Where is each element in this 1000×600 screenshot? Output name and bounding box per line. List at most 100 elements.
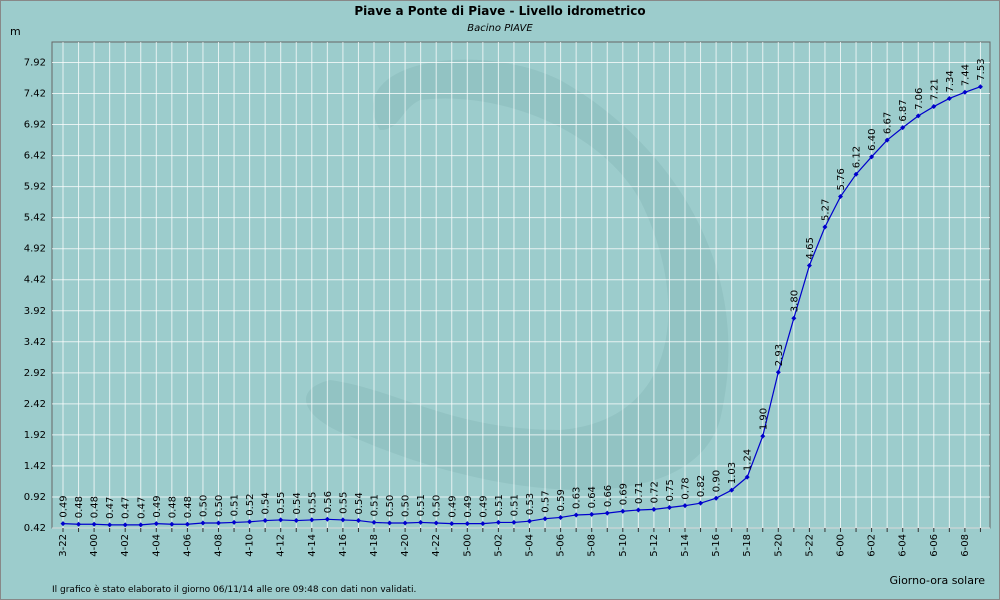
data-point [962,89,968,95]
data-point [511,519,517,525]
data-label: 0.55 [276,492,287,514]
data-label: 1.03 [727,462,738,484]
data-label: 0.64 [587,486,598,508]
data-label: 0.48 [74,496,85,518]
x-tick-label: 4-16 [338,534,349,557]
data-point [371,519,377,525]
data-label: 0.55 [338,492,349,514]
data-point [573,512,579,518]
data-point [900,125,906,131]
data-point [775,369,781,375]
x-tick-label: 5-00 [462,534,473,557]
data-point [620,508,626,514]
y-tick-label: 1.92 [24,430,46,441]
x-tick-label: 4-08 [214,534,225,557]
y-tick-label: 1.42 [24,461,46,472]
data-point [838,194,843,200]
y-tick-label: 7.92 [24,57,46,68]
data-label: 0.51 [494,494,505,516]
x-tick-label: 5-16 [711,534,722,557]
data-point [869,154,875,160]
x-tick-label: 4-06 [182,534,193,557]
data-label: 0.75 [665,479,676,501]
data-label: 0.52 [245,494,256,516]
footnote: Il grafico è stato elaborato il giorno 0… [52,584,416,595]
x-tick-label: 5-18 [742,534,753,557]
data-label: 7.44 [960,64,971,86]
data-label: 3.80 [789,290,800,312]
data-label: 0.48 [167,496,178,518]
data-label: 4.65 [805,237,816,259]
data-point [184,521,190,527]
data-point [635,507,641,513]
data-label: 0.50 [401,495,412,517]
x-tick-label: 5-22 [804,534,815,557]
x-tick-label: 4-14 [307,534,318,557]
data-point [666,505,672,511]
data-point [402,520,408,526]
data-point [806,262,812,268]
data-label: 6.67 [883,112,894,134]
data-label: 5.76 [836,168,847,190]
data-label: 0.50 [385,495,396,517]
data-point [915,113,921,119]
data-label: 0.82 [696,475,707,497]
data-label: 0.49 [59,495,70,517]
data-point [324,516,330,522]
data-point [309,517,315,523]
data-label: 0.48 [90,496,101,518]
data-label: 0.51 [416,494,427,516]
data-point [387,520,393,526]
x-tick-label: 4-18 [369,534,380,557]
data-label: 0.49 [463,495,474,517]
data-label: 0.48 [183,496,194,518]
data-label: 0.50 [432,495,443,517]
data-point [558,514,564,520]
data-point [138,522,144,528]
chart-subtitle: Bacino PIAVE [467,23,533,34]
x-tick-label: 6-04 [898,534,909,557]
y-tick-label: 2.42 [24,399,46,410]
y-tick-label: 5.42 [24,213,46,224]
data-label: 0.53 [525,493,536,515]
data-point [931,104,937,110]
data-label: 0.90 [712,470,723,492]
data-label: 0.56 [323,491,334,513]
x-tick-label: 5-08 [587,534,598,557]
data-label: 5.27 [820,199,831,221]
data-point [122,522,128,528]
x-tick-label: 5-02 [493,534,504,557]
data-label: 7.53 [976,58,987,80]
data-label: 0.72 [649,481,660,503]
data-point [418,519,424,525]
data-point [822,224,828,230]
x-tick-label: 5-10 [618,534,629,557]
data-point [340,517,346,523]
data-point [791,315,797,321]
data-point [464,521,470,527]
data-point [729,487,735,493]
data-label: 0.78 [681,477,692,499]
y-tick-label: 3.42 [24,337,46,348]
data-point [495,519,501,525]
data-point [107,522,113,528]
data-point [760,433,766,439]
data-label: 0.47 [121,497,132,519]
data-point [884,137,890,143]
x-tick-label: 5-14 [680,534,691,557]
x-tick-label: 6-00 [836,534,847,557]
chart-title: Piave a Ponte di Piave - Livello idromet… [354,4,645,18]
data-point [698,500,704,506]
x-tick-label: 4-04 [151,534,162,557]
data-point [604,510,610,516]
y-tick-label: 7.42 [24,89,46,100]
data-label: 0.63 [572,487,583,509]
data-label: 0.49 [152,495,163,517]
data-label: 0.69 [618,483,629,505]
data-label: 2.93 [774,344,785,366]
x-tick-label: 4-10 [245,534,256,557]
y-tick-label: 0.42 [24,523,46,534]
data-label: 6.40 [867,129,878,151]
data-line [62,86,981,526]
